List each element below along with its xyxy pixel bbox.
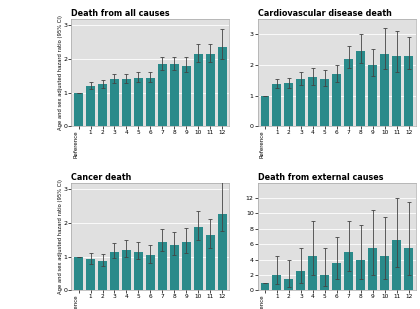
Bar [368,248,377,290]
Bar [404,248,413,290]
Text: Cardiovascular disease death: Cardiovascular disease death [258,9,392,18]
Text: Cancer death: Cancer death [71,173,132,182]
Bar [110,252,119,290]
Bar [320,79,329,126]
Bar [158,242,167,290]
Bar [218,214,227,290]
Bar [297,79,305,126]
Bar [320,275,329,290]
Bar [74,93,83,126]
Bar [182,66,191,126]
Bar [368,65,377,126]
Bar [297,271,305,290]
Bar [122,250,131,290]
Bar [218,47,227,126]
Bar [392,56,401,126]
Bar [86,86,95,126]
Bar [356,51,365,126]
Bar [122,79,131,126]
Bar [98,261,107,290]
Bar [194,227,203,290]
Bar [86,260,95,290]
Bar [308,77,318,126]
Bar [74,257,83,290]
Bar [146,78,155,126]
Bar [273,275,281,290]
Bar [98,84,107,126]
Y-axis label: Age and sex adjusted hazard ratio (95% CI): Age and sex adjusted hazard ratio (95% C… [58,179,63,294]
Bar [134,252,143,290]
Bar [110,79,119,126]
Bar [260,95,270,126]
Bar [194,54,203,126]
Bar [380,54,389,126]
Bar [260,283,270,290]
Bar [134,78,143,126]
Bar [284,279,294,290]
Bar [332,74,341,126]
Bar [392,240,401,290]
Bar [404,56,413,126]
Text: Death from all causes: Death from all causes [71,9,170,18]
Bar [170,245,179,290]
Bar [206,235,215,290]
Bar [380,256,389,290]
Bar [182,242,191,290]
Bar [206,54,215,126]
Bar [308,256,318,290]
Bar [146,255,155,290]
Bar [273,84,281,126]
Bar [332,264,341,290]
Text: Death from external causes: Death from external causes [258,173,383,182]
Bar [158,64,167,126]
Bar [356,260,365,290]
Bar [284,83,294,126]
Bar [344,252,353,290]
Bar [170,64,179,126]
Y-axis label: Age and sex adjusted hazard ratio (95% CI): Age and sex adjusted hazard ratio (95% C… [58,15,63,130]
Bar [344,59,353,126]
